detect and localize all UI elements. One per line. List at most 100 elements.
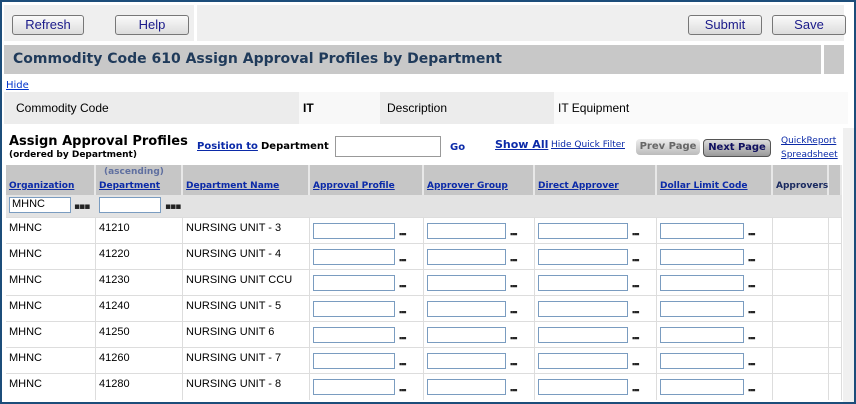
org-cell: MHNC <box>6 296 96 322</box>
approval-profile-input[interactable] <box>313 353 395 369</box>
direct-approver-lookup-icon[interactable]: ▪▪▪ <box>632 359 640 369</box>
hide-link[interactable]: Hide <box>6 80 29 91</box>
approver-group-lookup-icon[interactable]: ▪▪▪ <box>510 385 518 395</box>
approvers-cell <box>829 244 842 270</box>
approval-profile-input[interactable] <box>313 275 395 291</box>
approver-group-lookup-icon[interactable]: ▪▪▪ <box>510 333 518 343</box>
dollar-limit-code-input[interactable] <box>660 379 744 395</box>
dollar-limit-code-lookup-icon[interactable]: ▪▪▪ <box>748 229 756 239</box>
submit-button[interactable]: Submit <box>688 15 762 35</box>
approver-group-lookup-icon[interactable]: ▪▪▪ <box>510 359 518 369</box>
dollar-limit-code-input[interactable] <box>660 223 744 239</box>
col-approver-group[interactable]: Approver Group <box>424 165 535 195</box>
approval-profile-input[interactable] <box>313 223 395 239</box>
direct-approver-input[interactable] <box>538 275 628 291</box>
approvers-cell <box>773 218 829 244</box>
refresh-button[interactable]: Refresh <box>12 15 84 35</box>
approver-group-input[interactable] <box>427 301 506 317</box>
dept-lookup-icon[interactable]: ▪▪▪ <box>165 202 181 212</box>
direct-approver-lookup-icon[interactable]: ▪▪▪ <box>632 255 640 265</box>
direct-approver-lookup-icon[interactable]: ▪▪▪ <box>632 307 640 317</box>
vertical-scrollbar[interactable] <box>843 128 854 402</box>
direct-approver-input[interactable] <box>538 327 628 343</box>
approvers-cell <box>829 218 842 244</box>
approver-group-lookup-icon[interactable]: ▪▪▪ <box>510 307 518 317</box>
next-page-button[interactable]: Next Page <box>703 139 771 157</box>
go-button[interactable]: Go <box>450 142 466 153</box>
dollar-limit-code-cell: ▪▪▪ <box>657 322 773 348</box>
position-input[interactable] <box>335 136 441 157</box>
approval-profile-lookup-icon[interactable]: ▪▪▪ <box>399 307 407 317</box>
org-lookup-icon[interactable]: ▪▪▪ <box>74 202 90 212</box>
approver-group-cell: ▪▪▪ <box>424 218 535 244</box>
dollar-limit-code-lookup-icon[interactable]: ▪▪▪ <box>748 281 756 291</box>
col-dollar-limit-code[interactable]: Dollar Limit Code <box>657 165 773 195</box>
approval-profile-lookup-icon[interactable]: ▪▪▪ <box>399 281 407 291</box>
org-cell: MHNC <box>6 374 96 400</box>
position-to-link[interactable]: Position to <box>197 141 258 152</box>
dollar-limit-code-input[interactable] <box>660 249 744 265</box>
approval-profile-lookup-icon[interactable]: ▪▪▪ <box>399 385 407 395</box>
help-button[interactable]: Help <box>115 15 189 35</box>
approval-profile-lookup-icon[interactable]: ▪▪▪ <box>399 333 407 343</box>
approver-group-input[interactable] <box>427 327 506 343</box>
dollar-limit-code-input[interactable] <box>660 275 744 291</box>
dollar-limit-code-lookup-icon[interactable]: ▪▪▪ <box>748 255 756 265</box>
approval-profile-lookup-icon[interactable]: ▪▪▪ <box>399 229 407 239</box>
dollar-limit-code-input[interactable] <box>660 353 744 369</box>
dollar-limit-code-lookup-icon[interactable]: ▪▪▪ <box>748 333 756 343</box>
approver-group-lookup-icon[interactable]: ▪▪▪ <box>510 255 518 265</box>
col-department[interactable]: (ascending) Department <box>96 165 183 195</box>
quickreport-link[interactable]: QuickReport <box>781 136 837 146</box>
toolbar-divider <box>194 5 197 41</box>
dollar-limit-code-lookup-icon[interactable]: ▪▪▪ <box>748 359 756 369</box>
dollar-limit-code-lookup-icon[interactable]: ▪▪▪ <box>748 307 756 317</box>
dept-cell: 41220 <box>96 244 183 270</box>
direct-approver-lookup-icon[interactable]: ▪▪▪ <box>632 229 640 239</box>
approval-profile-lookup-icon[interactable]: ▪▪▪ <box>399 255 407 265</box>
approval-profile-input[interactable] <box>313 327 395 343</box>
spreadsheet-link[interactable]: Spreadsheet <box>781 150 838 160</box>
approver-group-lookup-icon[interactable]: ▪▪▪ <box>510 229 518 239</box>
approval-profile-input[interactable] <box>313 249 395 265</box>
dollar-limit-code-cell: ▪▪▪ <box>657 244 773 270</box>
approvers-cell <box>773 322 829 348</box>
org-filter-input[interactable]: MHNC <box>9 197 71 213</box>
approver-group-cell: ▪▪▪ <box>424 270 535 296</box>
dept-cell: 41260 <box>96 348 183 374</box>
direct-approver-input[interactable] <box>538 301 628 317</box>
dept-filter-input[interactable] <box>99 197 161 213</box>
dollar-limit-code-lookup-icon[interactable]: ▪▪▪ <box>748 385 756 395</box>
direct-approver-input[interactable] <box>538 223 628 239</box>
direct-approver-input[interactable] <box>538 353 628 369</box>
org-cell: MHNC <box>6 270 96 296</box>
approver-group-input[interactable] <box>427 275 506 291</box>
hide-quick-filter-link[interactable]: Hide Quick Filter <box>551 140 625 150</box>
direct-approver-input[interactable] <box>538 249 628 265</box>
direct-approver-lookup-icon[interactable]: ▪▪▪ <box>632 281 640 291</box>
approval-profile-input[interactable] <box>313 379 395 395</box>
col-organization[interactable]: Organization <box>6 165 96 195</box>
approver-group-input[interactable] <box>427 249 506 265</box>
prev-page-button[interactable]: Prev Page <box>636 139 700 155</box>
dollar-limit-code-input[interactable] <box>660 301 744 317</box>
approval-profile-lookup-icon[interactable]: ▪▪▪ <box>399 359 407 369</box>
approver-group-input[interactable] <box>427 353 506 369</box>
approvers-cell <box>773 244 829 270</box>
col-approval-profile[interactable]: Approval Profile <box>310 165 424 195</box>
save-button[interactable]: Save <box>772 15 846 35</box>
approval-profile-input[interactable] <box>313 301 395 317</box>
direct-approver-lookup-icon[interactable]: ▪▪▪ <box>632 385 640 395</box>
approver-group-lookup-icon[interactable]: ▪▪▪ <box>510 281 518 291</box>
approver-group-input[interactable] <box>427 379 506 395</box>
approver-group-input[interactable] <box>427 223 506 239</box>
org-cell: MHNC <box>6 244 96 270</box>
col-direct-approver[interactable]: Direct Approver <box>535 165 657 195</box>
direct-approver-lookup-icon[interactable]: ▪▪▪ <box>632 333 640 343</box>
dollar-limit-code-cell: ▪▪▪ <box>657 348 773 374</box>
show-all-link[interactable]: Show All <box>495 138 549 151</box>
dollar-limit-code-input[interactable] <box>660 327 744 343</box>
col-department-name[interactable]: Department Name <box>183 165 310 195</box>
direct-approver-input[interactable] <box>538 379 628 395</box>
